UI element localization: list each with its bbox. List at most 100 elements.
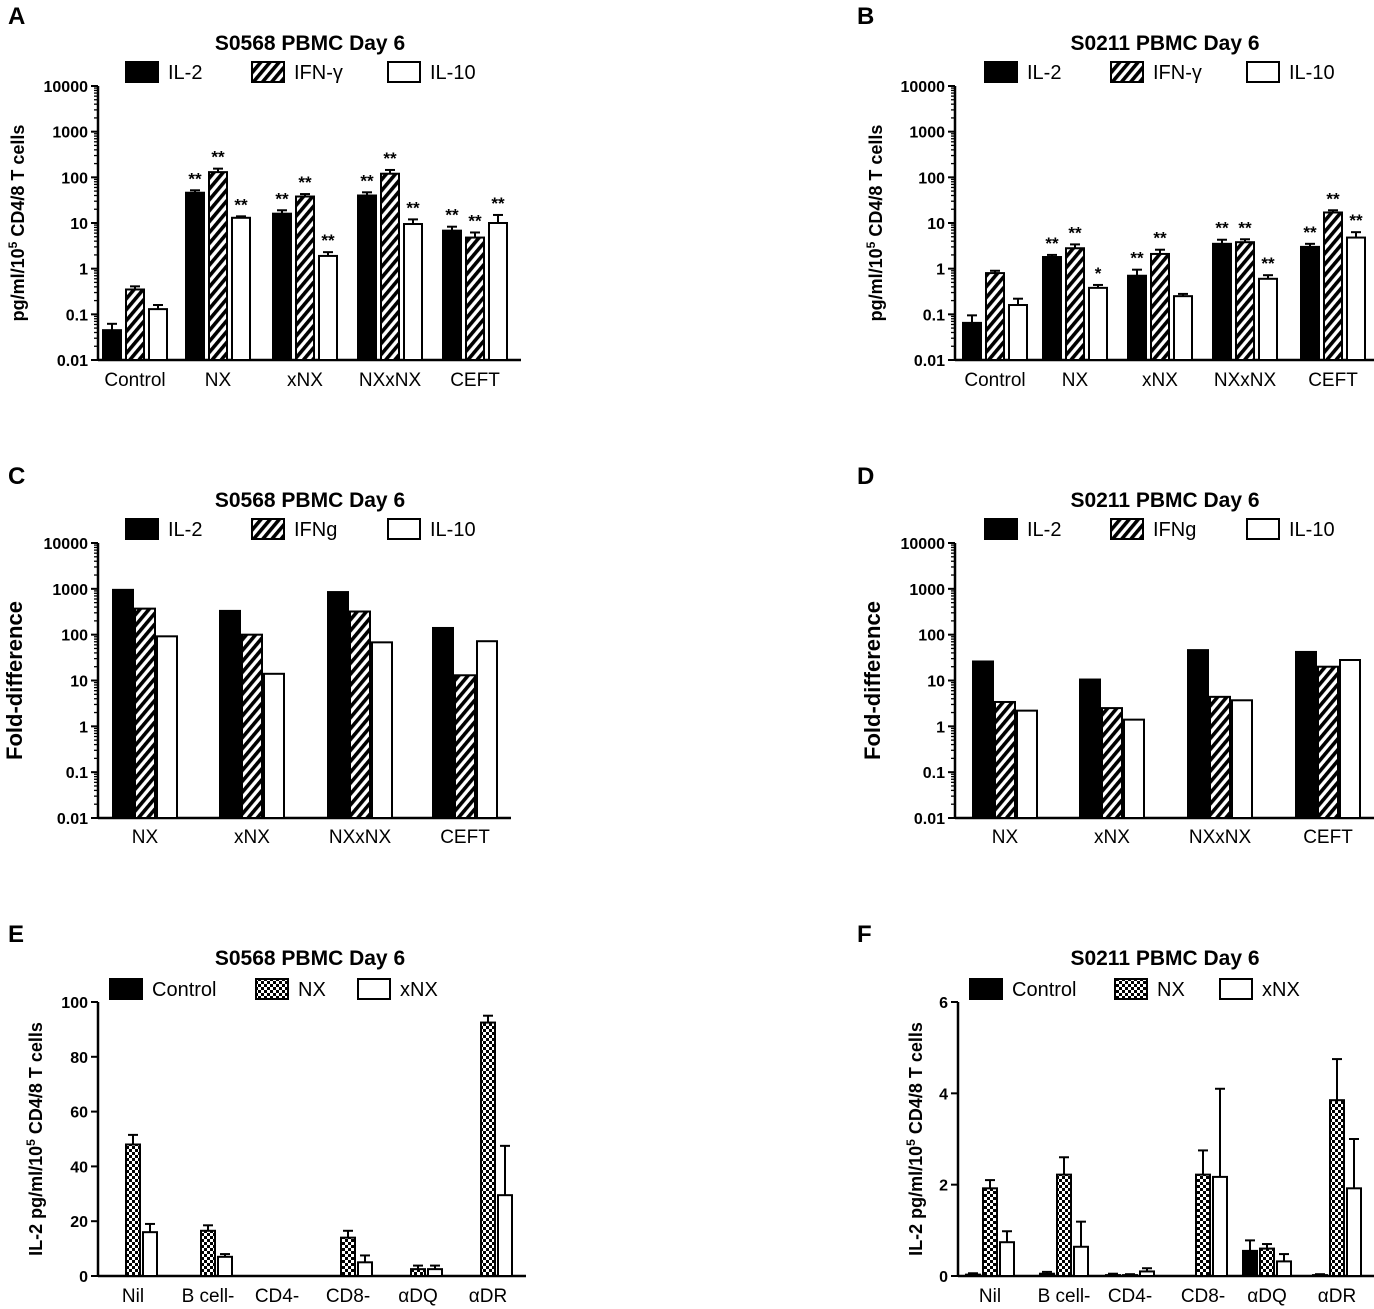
chart-title: S0568 PBMC Day 6 [215,489,405,512]
bar-nx [200,1229,216,1278]
x-tick-label: xNX [234,827,270,848]
bar-control [965,1273,981,1278]
panel-label: A [8,3,25,30]
y-tick-label: 100 [61,170,88,187]
x-tick-label: Nil [979,1286,1001,1307]
y-tick-label: 2 [939,1178,948,1195]
y-axis-label: Fold-difference [860,601,885,760]
x-tick-label: xNX [1094,827,1130,848]
legend-label: xNX [1262,979,1300,1001]
bar-nx [340,1236,356,1278]
legend-label: NX [298,979,326,1001]
x-tick-label: xNX [287,370,323,391]
legend-swatch [984,518,1018,540]
panel-f: F S0211 PBMC Day 6 Control NX xNX 0 2 4 6 IL-2 pg… [857,921,1374,1307]
legend-label: IL-2 [1027,519,1061,541]
bar-il-2 [102,329,122,361]
y-tick-label: 0 [939,1269,948,1286]
bar-il-2 [272,212,292,361]
panel-label: C [8,463,25,490]
legend-label: IFN-γ [1153,62,1202,84]
bar-il-10 [1016,709,1038,820]
bar-nx [1195,1173,1211,1277]
bar-xnx [1212,1175,1228,1277]
bar-il-2 [185,191,205,361]
bar-il-2 [1212,242,1232,361]
bar-nx [1056,1173,1072,1277]
x-tick-label: CEFT [440,827,490,848]
x-tick-label: αDR [469,1286,507,1307]
x-tick-label: NXxNX [329,827,392,848]
bar-ifng [994,700,1016,819]
significance-label: ** [1068,223,1082,242]
bar-il-2 [1300,245,1320,361]
bar-xnx [999,1241,1015,1277]
y-tick-label: 6 [939,995,948,1012]
legend-label: IL-10 [1289,519,1335,541]
chart-title: S0568 PBMC Day 6 [215,32,405,55]
x-tick-label: NXxNX [359,370,422,391]
y-tick-label: 1000 [52,125,88,142]
y-tick-label: 60 [70,1105,88,1122]
x-tick-label: CEFT [450,370,500,391]
panel-b: B S0211 PBMC Day 6 IL-2 IFN-γ IL-10 0.01 0.1 1 1… [857,3,1374,391]
significance-label: ** [406,198,420,217]
significance-label: ** [1303,223,1317,242]
x-tick-label: xNX [1142,370,1178,391]
x-tick-label: NX [1062,370,1089,391]
x-tick-label: NX [132,827,159,848]
significance-label: ** [445,206,459,225]
significance-label: ** [491,194,505,213]
y-tick-label: 10 [927,216,945,233]
bar-ifn- [125,288,145,361]
bar-il-2 [1295,650,1317,819]
bar-ifn- [1323,211,1343,361]
bar-nx [410,1268,426,1278]
bar-ifng [349,610,371,820]
bar-il-10 [263,672,285,820]
bar-il-2 [442,229,462,361]
significance-label: ** [383,149,397,168]
bar-il-10 [231,216,251,361]
x-tick-label: Nil [122,1286,144,1307]
bar-ifng [1317,665,1339,820]
bar-il-2 [962,321,982,361]
legend-label: IFNg [294,519,337,541]
legend-label: IL-2 [168,62,202,84]
significance-label: ** [234,195,248,214]
legend-swatch [125,518,159,540]
legend-swatch [387,518,421,540]
legend-label: IL-10 [430,62,476,84]
bar-xnx [357,1261,373,1278]
x-tick-label: Control [104,370,165,391]
bar-il-10 [476,640,498,819]
x-tick-label: αDR [1318,1286,1356,1307]
y-tick-label: 10000 [901,536,946,553]
bar-il-10 [488,222,508,361]
x-tick-label: CD4- [1108,1286,1152,1307]
significance-label: ** [1045,234,1059,253]
y-tick-label: 10000 [901,79,946,96]
bar-ifn- [208,171,228,361]
bar-nx [1259,1247,1275,1277]
y-tick-label: 0.1 [923,307,945,324]
bar-il-10 [318,254,338,361]
legend-swatch [109,978,143,1000]
y-tick-label: 100 [61,995,88,1012]
panel-label: D [857,463,874,490]
legend-label: IL-10 [430,519,476,541]
bar-il-2 [972,660,994,820]
bar-il-2 [219,609,241,819]
y-tick-label: 1 [79,719,88,736]
bar-control [1312,1274,1328,1278]
bar-ifng [1209,695,1231,819]
legend-swatch [255,978,289,1000]
x-tick-label: NX [992,827,1019,848]
bar-il-2 [1042,256,1062,361]
significance-label: ** [1238,218,1252,237]
significance-label: ** [360,171,374,190]
bar-ifn- [1150,252,1170,361]
legend-swatch [969,978,1003,1000]
significance-label: ** [1215,219,1229,238]
legend-label: IFN-γ [294,62,343,84]
